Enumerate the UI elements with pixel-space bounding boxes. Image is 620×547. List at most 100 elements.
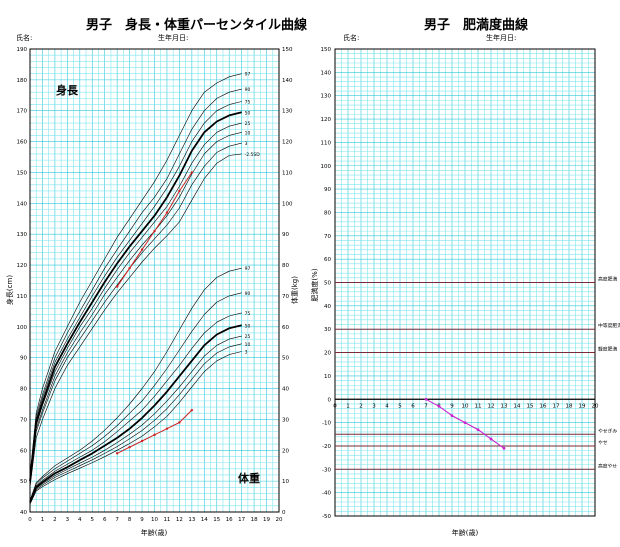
y-tick-label-left: 170 <box>17 109 28 115</box>
y-tick-label-right: 30 <box>282 417 289 423</box>
y-tick-label: 100 <box>321 164 332 170</box>
weight-percentile-lines: 97 90 75 50 25 103 <box>29 266 251 505</box>
patient-height-series <box>115 171 194 288</box>
weight-percentile-line <box>29 312 242 502</box>
height-percentile-line <box>29 111 242 482</box>
x-tick-label: 1 <box>346 403 350 409</box>
growth-y-axis-label-right: 体重(kg) <box>290 276 299 304</box>
patient-weight-point <box>128 445 131 449</box>
x-tick-label: 5 <box>91 517 95 523</box>
y-tick-label: 10 <box>324 374 331 380</box>
patient-height-point <box>140 248 144 251</box>
y-tick-label: 20 <box>324 351 331 357</box>
x-tick-label: 8 <box>128 517 132 523</box>
y-tick-label-right: 40 <box>282 387 289 393</box>
reference-line-label: やせぎみ <box>598 427 617 434</box>
growth-x-ticks: 0 1 2 3 4 5 6 7 8 9 10 11 12 13 14 15 16 17 18 19 20 <box>28 517 283 523</box>
x-tick-label: 17 <box>238 517 245 523</box>
obesity-series <box>424 397 506 450</box>
growth-birth-label: 生年月日: <box>158 34 189 42</box>
y-tick-label: 40 <box>324 304 331 310</box>
height-percentile-line <box>29 73 242 476</box>
height-percentile-label: 90 <box>245 87 251 93</box>
weight-percentile-line <box>29 351 242 505</box>
y-tick-label-right: 80 <box>282 263 289 269</box>
y-tick-label-left: 70 <box>20 417 27 423</box>
y-tick-label-right: 0 <box>282 510 286 516</box>
y-tick-label-right: 20 <box>282 448 289 454</box>
y-tick-label-right: 10 <box>282 479 289 485</box>
y-tick-label-left: 180 <box>17 78 28 84</box>
growth-y-ticks-right: 0 10 20 30 40 50 60 70 80 90 100 110 120 130 140 150 <box>282 47 293 516</box>
y-tick-label-left: 130 <box>17 232 28 238</box>
y-tick-label-right: 150 <box>282 47 293 53</box>
x-tick-label: 0 <box>333 403 337 409</box>
patient-height-point <box>153 229 156 233</box>
y-tick-label: 0 <box>328 397 332 403</box>
y-tick-label-right: 100 <box>282 201 293 207</box>
patient-weight-point <box>153 433 156 437</box>
y-tick-label-left: 40 <box>20 510 27 516</box>
y-tick-label-right: 70 <box>282 294 289 300</box>
growth-y-axis-label-left: 身長(cm) <box>5 275 14 305</box>
y-tick-label: -10 <box>322 421 331 427</box>
obesity-chart-title: 男子 肥満度曲線 <box>424 18 529 33</box>
x-tick-label: 6 <box>411 403 415 409</box>
y-tick-label: -40 <box>322 491 331 497</box>
height-percentile-line <box>29 132 242 485</box>
y-tick-label: 90 <box>324 187 331 193</box>
obesity-series-point <box>463 421 467 424</box>
obesity-y-ticks: -50 -40 -30 -20 -10 0 10 20 30 40 50 60 70 80 90 100 110… <box>321 47 332 520</box>
x-tick-label: 7 <box>424 403 428 409</box>
y-tick-label-right: 60 <box>282 325 289 331</box>
growth-chart: 0 1 2 3 4 5 6 7 8 9 10 11 12 13 14 15 16 17 18 19 20 4050607… <box>5 47 299 537</box>
y-tick-label-right: 120 <box>282 140 293 146</box>
y-tick-label-left: 120 <box>17 263 28 269</box>
x-tick-label: 14 <box>201 517 208 523</box>
height-percentile-label: 75 <box>245 99 251 105</box>
x-tick-label: 18 <box>251 517 258 523</box>
x-tick-label: 11 <box>475 403 482 409</box>
weight-percentile-label: 90 <box>245 291 251 297</box>
reference-line-label: 中等度肥満 <box>598 322 620 329</box>
weight-annotation: 体重 <box>238 471 260 485</box>
x-tick-label: 9 <box>140 517 144 523</box>
patient-weight-point <box>165 427 169 430</box>
x-tick-label: 11 <box>163 517 170 523</box>
weight-percentile-line <box>29 267 242 501</box>
y-tick-label: -30 <box>322 467 331 473</box>
reference-line-label: 高度肥満 <box>598 276 617 283</box>
x-tick-label: 3 <box>372 403 376 409</box>
height-percentile-label: 97 <box>245 72 251 78</box>
x-tick-label: 14 <box>514 403 521 409</box>
x-tick-label: 12 <box>176 517 183 523</box>
x-tick-label: 2 <box>53 517 57 523</box>
y-tick-label-left: 90 <box>20 356 27 362</box>
weight-percentile-line <box>29 324 242 503</box>
y-tick-label: -20 <box>322 444 331 450</box>
height-percentile-label: 25 <box>245 121 251 127</box>
weight-percentile-line <box>29 292 242 502</box>
y-tick-label-left: 100 <box>17 325 28 331</box>
growth-y-ticks-left: 40 50 60 70 80 90 100 110 120 130 140 150 160 170 180 1… <box>17 47 28 516</box>
x-tick-label: 9 <box>450 403 454 409</box>
y-tick-label-left: 140 <box>17 201 28 207</box>
height-percentile-label: 10 <box>245 130 251 136</box>
x-tick-label: 12 <box>488 403 495 409</box>
growth-x-axis-label: 年齢(歳) <box>141 528 168 537</box>
weight-percentile-label: 50 <box>245 323 251 329</box>
x-tick-label: 3 <box>66 517 70 523</box>
y-tick-label-right: 130 <box>282 109 293 115</box>
obesity-series-point <box>450 414 454 417</box>
x-tick-label: 5 <box>398 403 402 409</box>
y-tick-label-right: 110 <box>282 170 293 176</box>
y-tick-label: 110 <box>321 140 332 146</box>
height-percentile-line <box>29 101 242 480</box>
reference-line-label: やせ <box>598 439 608 446</box>
x-tick-label: 15 <box>527 403 534 409</box>
y-tick-label: 130 <box>321 94 332 100</box>
y-tick-label: 50 <box>324 281 331 287</box>
x-tick-label: 0 <box>28 517 32 523</box>
growth-frame <box>29 48 280 513</box>
